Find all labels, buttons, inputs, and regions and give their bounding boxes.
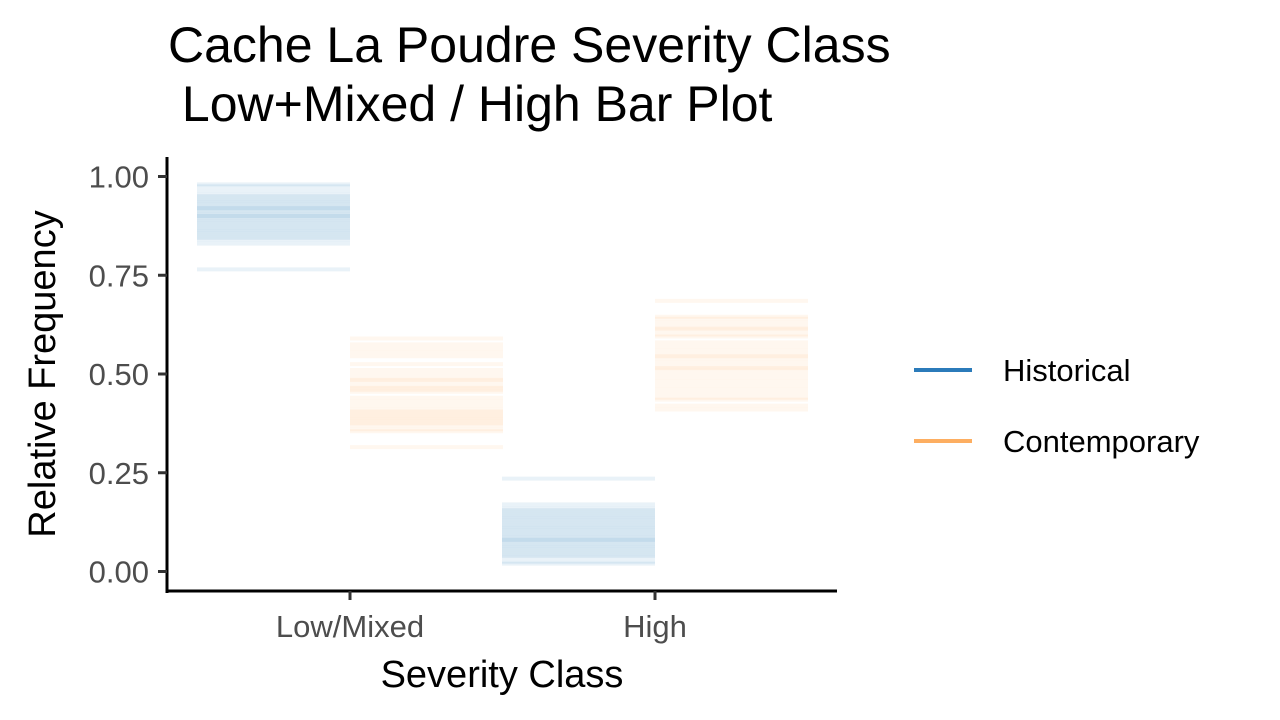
legend: Historical Contemporary <box>914 353 1200 459</box>
x-tick-label: High <box>623 609 687 644</box>
y-tick-label: 0.25 <box>89 456 149 491</box>
plot-marks <box>197 182 808 566</box>
y-tick-label: 0.75 <box>89 258 149 293</box>
x-axis-ticks: Low/Mixed High <box>276 591 687 644</box>
x-axis-title: Severity Class <box>381 654 624 696</box>
chart-title-line-2: Low+Mixed / High Bar Plot <box>168 76 773 132</box>
y-axis-title: Relative Frequency <box>22 210 64 537</box>
y-tick-label: 0.00 <box>89 555 149 590</box>
legend-label-contemporary: Contemporary <box>1003 424 1200 459</box>
y-axis-ticks: 0.00 0.25 0.50 0.75 1.00 <box>89 160 167 590</box>
chart-title-line-1: Cache La Poudre Severity Class <box>168 17 891 73</box>
legend-label-historical: Historical <box>1003 353 1130 388</box>
y-tick-label: 1.00 <box>89 160 149 195</box>
x-tick-label: Low/Mixed <box>276 609 424 644</box>
y-tick-label: 0.50 <box>89 357 149 392</box>
